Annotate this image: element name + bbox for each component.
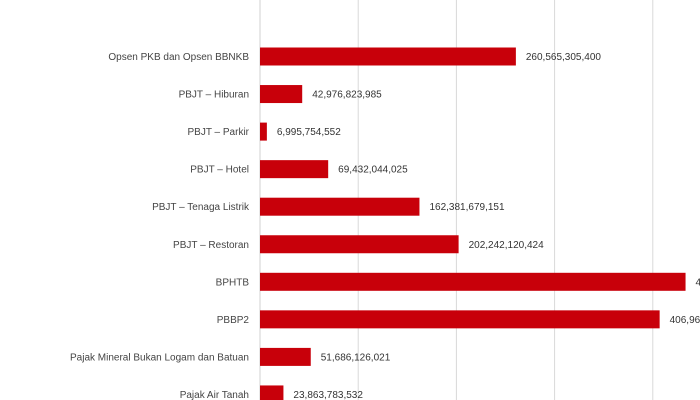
- bar: [260, 385, 284, 400]
- data-label: 6,995,754,552: [277, 127, 341, 138]
- category-label: PBJT – Hotel: [190, 165, 249, 176]
- category-label: PBJT – Hiburan: [179, 90, 249, 101]
- category-label: Opsen PKB dan Opsen BBNKB: [108, 52, 249, 63]
- bars: [260, 47, 686, 400]
- bar: [260, 272, 686, 291]
- category-label: Pajak Air Tanah: [180, 390, 249, 400]
- bar: [260, 310, 660, 329]
- value-labels: 260,565,305,400 42,976,823,985 6,995,754,5…: [277, 52, 700, 400]
- bar: [260, 122, 267, 141]
- data-label: 51,686,126,021: [321, 352, 391, 363]
- bar: [260, 85, 303, 104]
- category-label: Pajak Mineral Bukan Logam dan Batuan: [70, 352, 249, 363]
- category-labels: Opsen PKB dan Opsen BBNKB PBJT – Hiburan P…: [70, 52, 250, 400]
- data-label: 42,976,823,985: [312, 90, 382, 101]
- category-label: PBBP2: [217, 315, 250, 326]
- data-label: 162,381,679,151: [429, 202, 505, 213]
- data-label: 69,432,044,025: [338, 165, 408, 176]
- bar: [260, 235, 459, 254]
- category-label: PBJT – Parkir: [188, 127, 250, 138]
- bar: [260, 47, 516, 66]
- bar: [260, 197, 420, 216]
- category-label: PBJT – Tenaga Listrik: [152, 202, 250, 213]
- bar: [260, 347, 311, 366]
- category-label: PBJT – Restoran: [173, 240, 249, 251]
- data-label: 406,964,497,293: [670, 315, 700, 326]
- bar: [260, 160, 329, 179]
- data-label: 260,565,305,400: [526, 52, 602, 63]
- data-label: 433,349,568,225: [696, 277, 700, 288]
- category-label: BPHTB: [216, 277, 250, 288]
- data-label: 202,242,120,424: [469, 240, 545, 251]
- data-label: 23,863,783,532: [293, 390, 363, 400]
